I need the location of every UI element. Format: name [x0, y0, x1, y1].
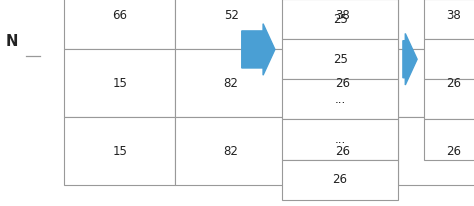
Bar: [287, 49, 398, 117]
Bar: [282, 39, 398, 79]
Bar: [175, 49, 287, 117]
Text: 26: 26: [447, 145, 461, 158]
Bar: [64, 49, 175, 117]
Text: 26: 26: [335, 77, 350, 90]
Bar: [282, 0, 398, 39]
Bar: [424, 39, 474, 79]
Text: 26: 26: [333, 173, 347, 186]
Text: 82: 82: [224, 77, 238, 90]
Text: 15: 15: [112, 145, 127, 158]
FancyArrow shape: [403, 34, 417, 85]
Text: 25: 25: [333, 53, 347, 66]
Text: 26: 26: [447, 77, 461, 90]
Bar: [398, 0, 474, 49]
Bar: [424, 119, 474, 160]
Bar: [287, 117, 398, 185]
Bar: [424, 79, 474, 119]
Bar: [287, 0, 398, 49]
Bar: [175, 0, 287, 49]
Text: 26: 26: [335, 145, 350, 158]
Text: 82: 82: [224, 145, 238, 158]
Bar: [282, 79, 398, 119]
Text: 15: 15: [112, 77, 127, 90]
Text: N: N: [6, 34, 18, 49]
Bar: [64, 117, 175, 185]
Bar: [398, 117, 474, 185]
Text: 52: 52: [224, 9, 238, 22]
Text: ...: ...: [335, 133, 346, 146]
Bar: [64, 0, 175, 49]
Text: 25: 25: [333, 13, 347, 26]
Text: 38: 38: [335, 9, 350, 22]
Bar: [282, 160, 398, 200]
Text: ...: ...: [335, 93, 346, 106]
Text: 38: 38: [447, 9, 461, 22]
Bar: [282, 119, 398, 160]
Text: 66: 66: [112, 9, 127, 22]
FancyArrow shape: [242, 24, 275, 75]
Bar: [398, 49, 474, 117]
Bar: [175, 117, 287, 185]
Bar: [424, 0, 474, 39]
